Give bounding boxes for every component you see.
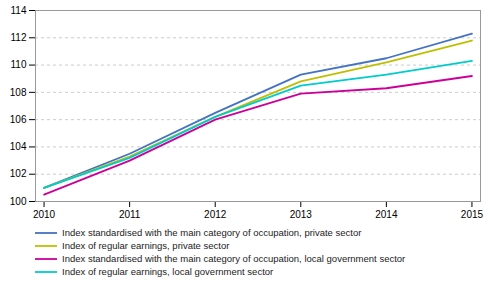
svg-text:110: 110 xyxy=(11,59,27,70)
svg-text:112: 112 xyxy=(11,32,27,43)
svg-text:104: 104 xyxy=(10,141,27,152)
html-text:Index of regular earnings, pri: Index of regular earnings, private secto… xyxy=(62,240,230,251)
svg-text:108: 108 xyxy=(10,87,27,98)
svg-text:2011: 2011 xyxy=(119,209,141,220)
svg-text:100: 100 xyxy=(10,196,27,207)
html-text:Index of regular earnings, loc: Index of regular earnings, local governm… xyxy=(62,266,274,277)
svg-text:106: 106 xyxy=(10,114,27,125)
html-text:Index standardised with the ma: Index standardised with the main categor… xyxy=(62,253,406,264)
svg-text:2013: 2013 xyxy=(290,209,313,220)
html-text:Index standardised with the ma: Index standardised with the main categor… xyxy=(62,227,362,238)
svg-text:102: 102 xyxy=(10,168,27,179)
svg-text:2012: 2012 xyxy=(204,209,227,220)
svg-text:114: 114 xyxy=(11,5,27,16)
svg-text:2015: 2015 xyxy=(461,209,484,220)
svg-text:2010: 2010 xyxy=(33,209,56,220)
svg-text:2014: 2014 xyxy=(375,209,398,220)
